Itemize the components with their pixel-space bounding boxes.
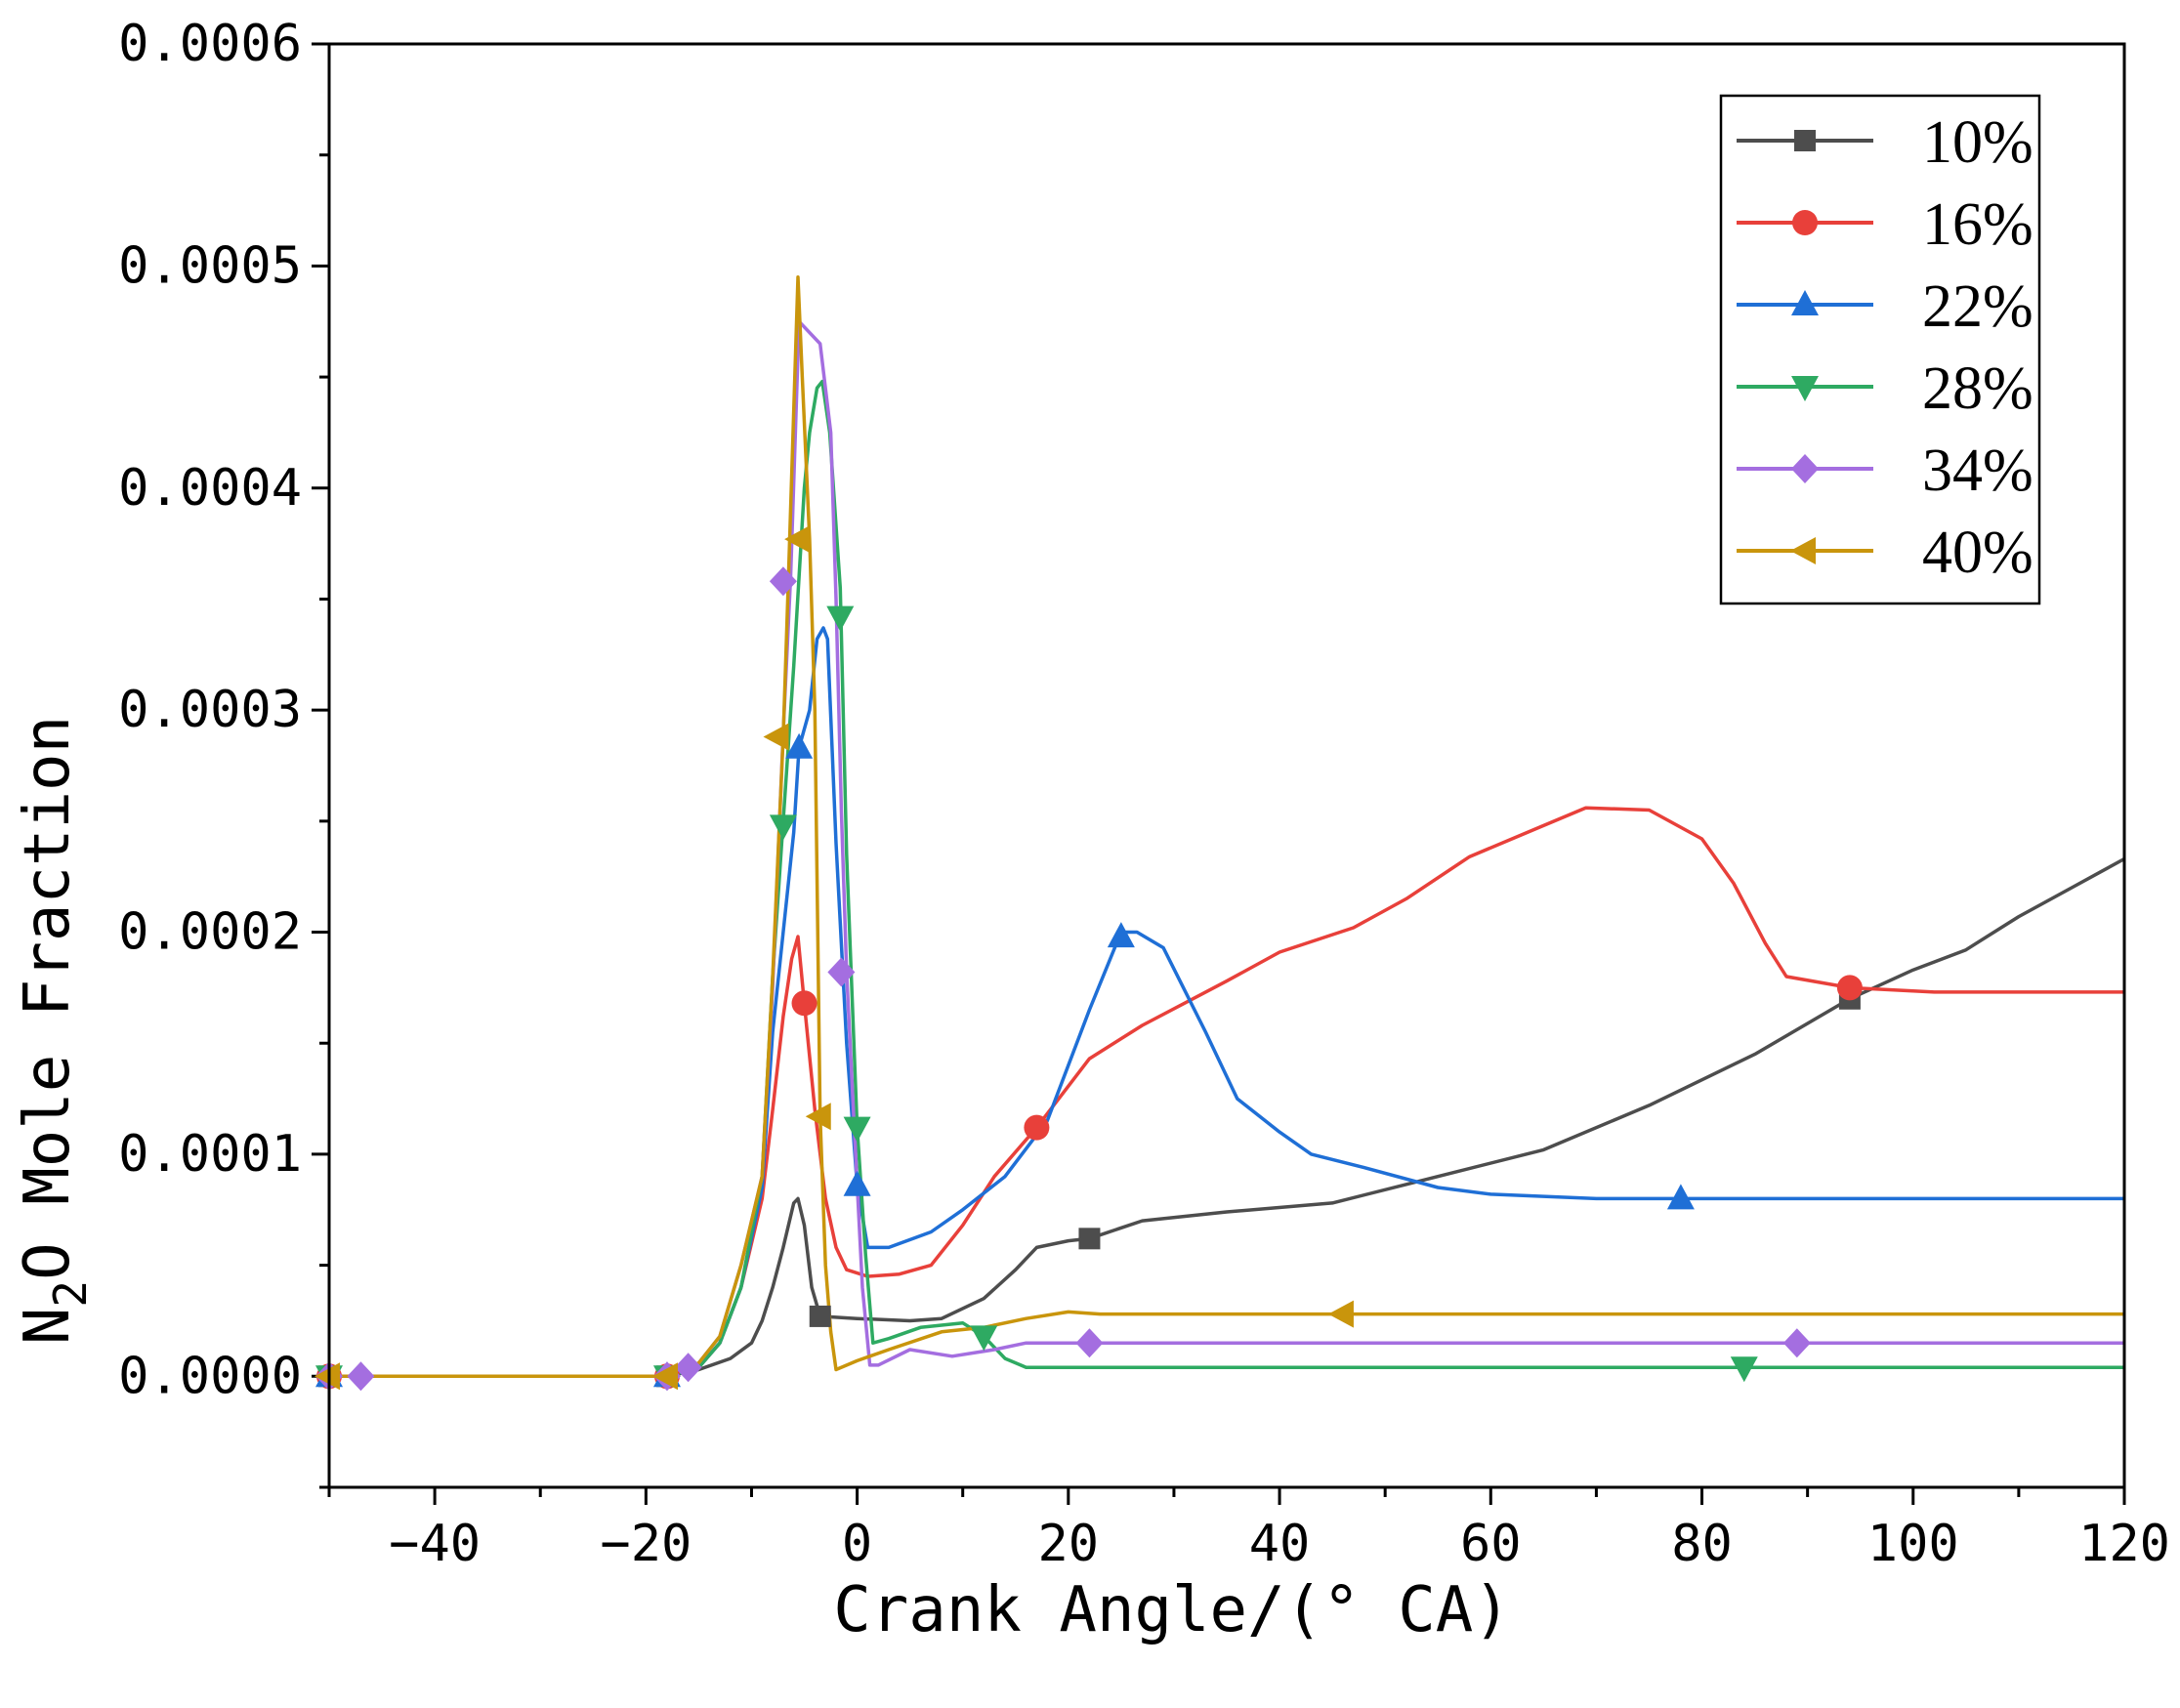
y-tick-label: 0.0006 xyxy=(118,15,302,73)
x-axis-title: Crank Angle/(° CA) xyxy=(833,1574,1511,1646)
series-marker-28pct xyxy=(970,1325,998,1352)
legend: 10% 16% 22% 28% 34% 40% xyxy=(1719,94,2041,605)
legend-item-28pct: 28% xyxy=(1737,355,2033,422)
x-tick-label: 60 xyxy=(1460,1515,1522,1573)
series-marker-22pct xyxy=(785,732,814,759)
series-marker-28pct xyxy=(1730,1356,1758,1383)
series-marker-10pct xyxy=(1078,1228,1101,1250)
legend-marker xyxy=(1791,376,1819,401)
legend-marker xyxy=(1792,210,1818,235)
x-tick-label: 40 xyxy=(1249,1515,1311,1573)
legend-label: 28% xyxy=(1922,355,2033,422)
y-tick-label: 0.0005 xyxy=(118,236,302,295)
legend-marker xyxy=(1791,454,1819,483)
series-marker-34pct xyxy=(769,566,797,597)
x-tick-label: 20 xyxy=(1038,1515,1100,1573)
series-marker-22pct xyxy=(1107,922,1135,948)
x-tick-label: 120 xyxy=(2078,1515,2170,1573)
series-marker-34pct xyxy=(1075,1328,1104,1358)
series-line-10pct xyxy=(329,856,2125,1379)
legend-item-34pct: 34% xyxy=(1737,437,2033,504)
x-tick-label: 100 xyxy=(1867,1515,1959,1573)
series-marker-16pct xyxy=(791,990,818,1017)
series-marker-40pct xyxy=(805,1103,831,1131)
y-tick-label: 0.0000 xyxy=(118,1347,302,1405)
series-marker-10pct xyxy=(809,1305,831,1327)
legend-item-16pct: 16% xyxy=(1737,191,2033,258)
plot-area-frame xyxy=(327,42,2126,1489)
y-tick-label: 0.0001 xyxy=(118,1125,302,1184)
series-marker-34pct xyxy=(827,957,856,987)
series-marker-22pct xyxy=(1666,1184,1695,1210)
y-tick-label: 0.0002 xyxy=(118,903,302,962)
y-tick-label: 0.0003 xyxy=(118,681,302,739)
series-marker-22pct xyxy=(843,1170,871,1196)
legend-label: 34% xyxy=(1922,437,2033,504)
series-marker-40pct xyxy=(784,525,811,554)
series-marker-40pct xyxy=(651,1362,678,1391)
x-tick-label: −20 xyxy=(600,1515,692,1573)
series-line-16pct xyxy=(329,806,2124,1379)
series-marker-28pct xyxy=(843,1116,871,1143)
series-marker-34pct xyxy=(1782,1328,1811,1358)
legend-marker xyxy=(1794,130,1816,151)
legend-label: 22% xyxy=(1922,273,2033,340)
legend-item-10pct: 10% xyxy=(1737,109,2033,176)
legend-label: 10% xyxy=(1922,109,2033,176)
tick-labels: −40 −20 0 20 40 60 80 100 120 0.0000 0.0001 0.0002 0… xyxy=(118,15,2170,1573)
y-axis-title: N2O Mole Fraction xyxy=(12,716,97,1345)
legend-item-22pct: 22% xyxy=(1737,273,2033,340)
series-marker-40pct xyxy=(314,1362,340,1391)
legend-label: 40% xyxy=(1922,520,2033,586)
series-marker-28pct xyxy=(769,814,797,841)
series-marker-40pct xyxy=(763,723,789,751)
series-markers xyxy=(314,525,1863,1392)
series-marker-40pct xyxy=(1327,1300,1354,1328)
legend-item-40pct: 40% xyxy=(1737,520,2033,586)
x-tick-label: −40 xyxy=(389,1515,481,1573)
x-tick-label: 80 xyxy=(1671,1515,1733,1573)
series-marker-16pct xyxy=(1024,1114,1050,1141)
y-tick-label: 0.0004 xyxy=(118,459,302,518)
series-line-40pct xyxy=(329,275,2124,1379)
legend-marker xyxy=(1790,537,1816,564)
legend-box xyxy=(1719,94,2041,605)
legend-marker xyxy=(1791,290,1819,315)
series-marker-28pct xyxy=(826,605,855,632)
x-tick-label: 0 xyxy=(842,1515,872,1573)
series-marker-34pct xyxy=(347,1361,375,1392)
legend-label: 16% xyxy=(1922,191,2033,258)
series-marker-34pct xyxy=(674,1353,702,1383)
series-marker-16pct xyxy=(1836,975,1863,1001)
series-line-22pct xyxy=(329,626,2124,1379)
